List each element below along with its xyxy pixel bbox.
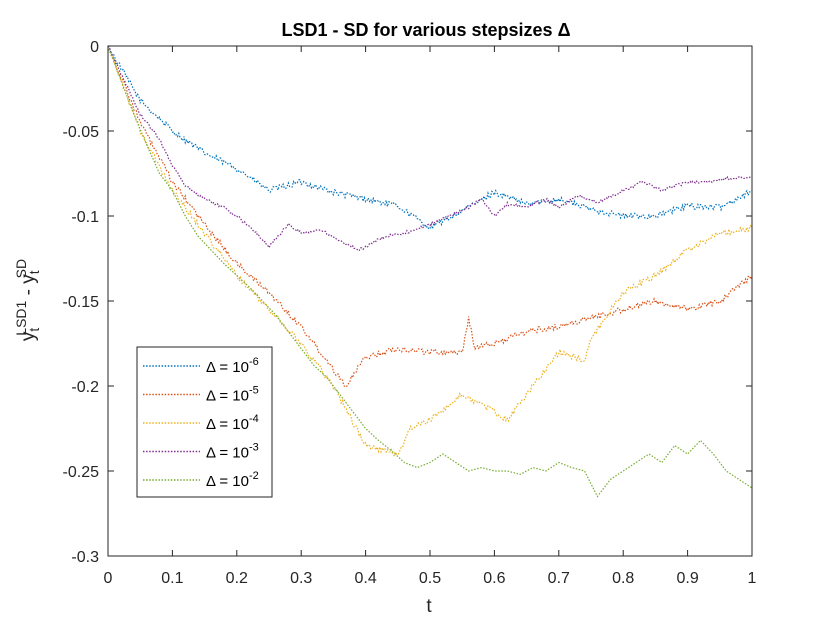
legend-entry-base: Δ = 10 [206, 388, 249, 405]
series-lines [107, 45, 753, 498]
chart-title: LSD1 - SD for various stepsizes Δ [281, 20, 570, 40]
legend-entry-exponent: -3 [249, 442, 259, 454]
legend-entry-base: Δ = 10 [206, 445, 249, 462]
y-tick-label: 0 [90, 39, 99, 56]
x-tick-label: 0.7 [548, 570, 570, 587]
legend-entry-base: Δ = 10 [206, 359, 249, 376]
y-axis-label-minus: - [18, 284, 39, 301]
y-axis-label-sup1: LSD1 [13, 300, 29, 335]
y-tick-label: -0.2 [71, 379, 99, 396]
series-line [107, 45, 753, 252]
legend-entry: Δ = 10-6 [206, 356, 259, 376]
y-tick-label: -0.3 [71, 549, 99, 566]
legend-entry: Δ = 10-5 [206, 385, 259, 405]
x-tick-label: 0.4 [354, 570, 376, 587]
x-tick-label: 0.6 [483, 570, 505, 587]
legend-entry-base: Δ = 10 [206, 473, 249, 490]
legend-entry-exponent: -4 [249, 413, 259, 425]
x-tick-label: 0.9 [676, 570, 698, 587]
legend-entry-exponent: -2 [249, 470, 259, 482]
x-axis-label: t [426, 596, 432, 617]
y-tick-label: -0.25 [63, 464, 100, 481]
x-tick-label: 0.8 [612, 570, 634, 587]
series-line [107, 45, 753, 498]
x-tick-label: 1 [748, 570, 757, 587]
legend: Δ = 10-6Δ = 10-5Δ = 10-4Δ = 10-3Δ = 10-2 [136, 346, 273, 498]
legend-entry-exponent: -5 [249, 385, 259, 397]
y-axis-label-base: y [18, 331, 39, 341]
y-axis-label-sub1: t [26, 328, 42, 332]
x-tick-label: 0.2 [226, 570, 248, 587]
legend-box [136, 346, 273, 498]
x-tick-label: 0.5 [419, 570, 441, 587]
series-line [107, 45, 753, 388]
x-tick-label: 0.3 [290, 570, 312, 587]
x-tick-label: 0.1 [161, 570, 183, 587]
legend-entry: Δ = 10-4 [206, 413, 259, 433]
y-tick-label: -0.05 [63, 124, 100, 141]
legend-entry: Δ = 10-2 [206, 470, 259, 490]
y-axis-label-base2: y [18, 274, 39, 284]
legend-entry-exponent: -6 [249, 356, 259, 368]
y-tick-label: -0.15 [63, 294, 100, 311]
series-line [107, 45, 753, 232]
tick-labels: 0 0.1 0.2 0.3 0.4 0.5 0.6 0.7 0.8 0.9 1 0 -0.05 -0.1 -… [63, 39, 757, 587]
plot-area-frame [107, 45, 753, 557]
y-axis-label-sub2: t [26, 270, 42, 274]
y-tick-label: -0.1 [71, 209, 99, 226]
y-axis-label-sup2: SD [13, 259, 29, 278]
x-tick-label: 0 [104, 570, 113, 587]
y-axis-label: ytLSD1 - ytSD [13, 259, 42, 341]
legend-entry-base: Δ = 10 [206, 416, 249, 433]
legend-entry: Δ = 10-3 [206, 442, 259, 462]
